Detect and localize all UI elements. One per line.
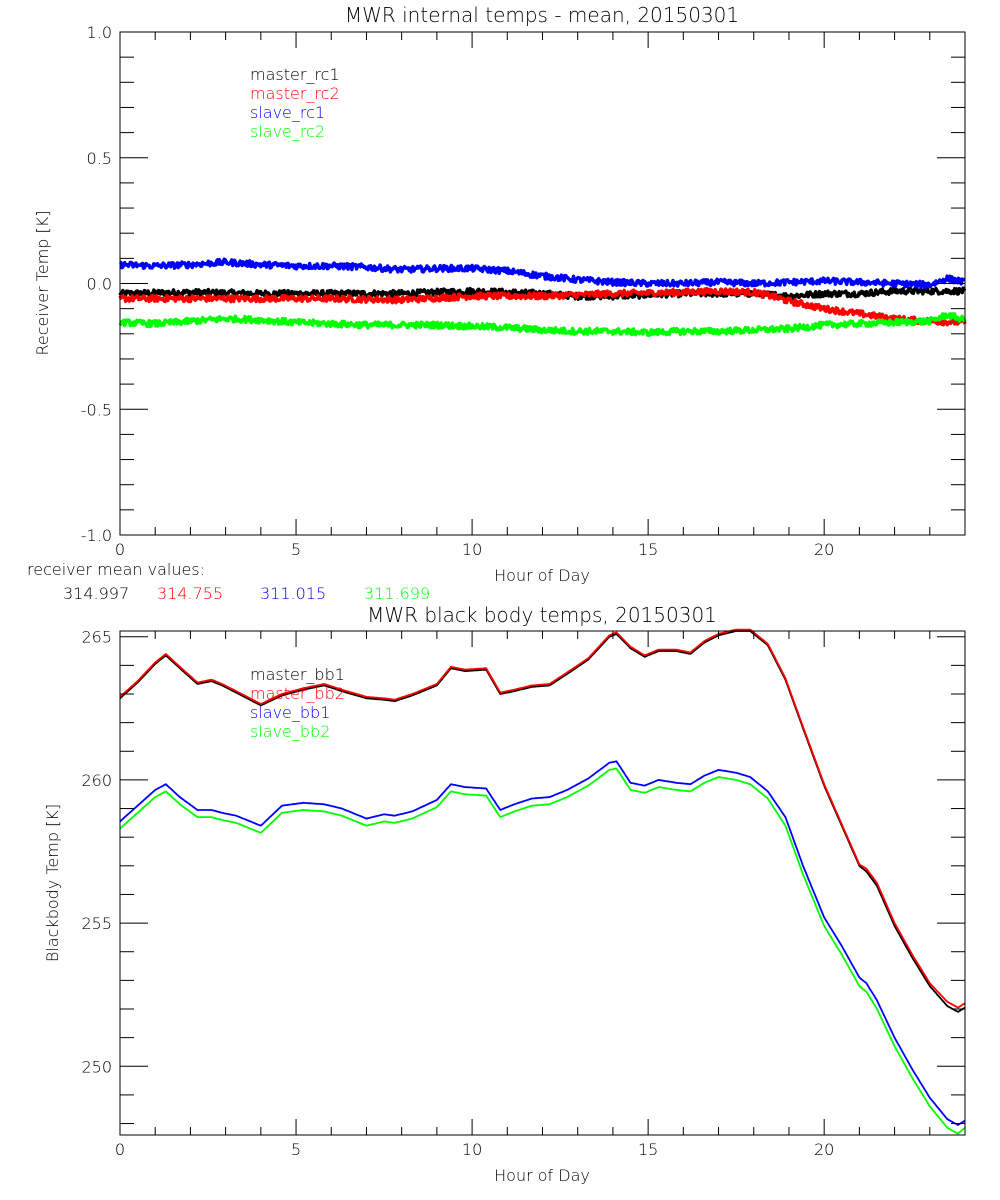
chart-title: MWR internal temps - mean, 20150301: [345, 3, 739, 27]
legend-entry-master-bb1: master_bb1: [250, 665, 345, 684]
receiver-temp-chart: MWR internal temps - mean, 20150301 0 5 10…: [33, 3, 967, 585]
y-tick-label: 260: [81, 771, 112, 790]
x-axis-label: Hour of Day: [494, 566, 590, 585]
series-line-slave-rc2: [118, 312, 967, 338]
series-line-slave-bb2: [119, 767, 966, 1135]
x-tick-label: 10: [462, 540, 482, 559]
series-line-master-rc2: [118, 286, 967, 327]
series-line-master-bb1: [119, 630, 966, 1013]
legend-entry-master-rc2: master_rc2: [250, 84, 340, 103]
y-tick-label: 0.0: [87, 275, 112, 294]
x-tick-label: 5: [291, 1140, 301, 1159]
axis-ticks: 0 5 10 15 20 250 255 260 265: [81, 628, 966, 1159]
x-tick-label: 20: [814, 1140, 834, 1159]
x-tick-label: 15: [638, 540, 658, 559]
legend-entry-slave-bb1: slave_bb1: [250, 703, 330, 722]
axis-ticks: 0 5 10 15 20 -1.0 -0.5 0.0 0.5 1.0: [81, 23, 966, 559]
y-tick-label: 1.0: [87, 23, 112, 42]
receiver-mean-value: 314.997: [63, 584, 129, 603]
legend-entry-slave-rc1: slave_rc1: [250, 103, 325, 122]
y-tick-label: 250: [81, 1057, 112, 1076]
receiver-mean-value: 311.699: [364, 584, 430, 603]
legend-entry-slave-bb2: slave_bb2: [250, 722, 330, 741]
x-tick-label: 0: [115, 1140, 125, 1159]
y-tick-label: -0.5: [81, 400, 112, 419]
x-tick-label: 10: [462, 1140, 482, 1159]
receiver-mean-label: receiver mean values:: [27, 560, 205, 579]
receiver-mean-value: 314.755: [157, 584, 223, 603]
receiver-mean-annotation: receiver mean values: 314.997 314.755 31…: [27, 560, 430, 603]
y-axis-label: Blackbody Temp [K]: [43, 804, 62, 962]
series-line-slave-rc1: [119, 257, 966, 290]
series-line-slave-bb1: [119, 760, 966, 1126]
receiver-mean-value: 311.015: [260, 584, 326, 603]
y-tick-label: 255: [81, 914, 112, 933]
legend-entry-master-rc1: master_rc1: [250, 65, 340, 84]
x-tick-label: 5: [291, 540, 301, 559]
plot-frame: [119, 630, 966, 1136]
x-tick-label: 15: [638, 1140, 658, 1159]
y-tick-label: 265: [81, 628, 112, 647]
blackbody-temp-chart: MWR black body temps, 20150301 0 5 10 15 20 2…: [43, 603, 966, 1185]
y-tick-label: 0.5: [87, 149, 112, 168]
legend-entry-slave-rc2: slave_rc2: [250, 122, 325, 141]
series-group: [118, 257, 967, 338]
y-tick-label: -1.0: [81, 526, 112, 545]
series-group: [119, 628, 966, 1135]
y-axis-label: Receiver Temp [K]: [33, 210, 52, 355]
x-tick-label: 20: [814, 540, 834, 559]
series-line-master-bb2: [119, 628, 966, 1009]
legend-entry-master-bb2: master_bb2: [250, 684, 345, 703]
chart-title: MWR black body temps, 20150301: [367, 603, 717, 627]
x-axis-label: Hour of Day: [494, 1166, 590, 1185]
x-tick-label: 0: [115, 540, 125, 559]
